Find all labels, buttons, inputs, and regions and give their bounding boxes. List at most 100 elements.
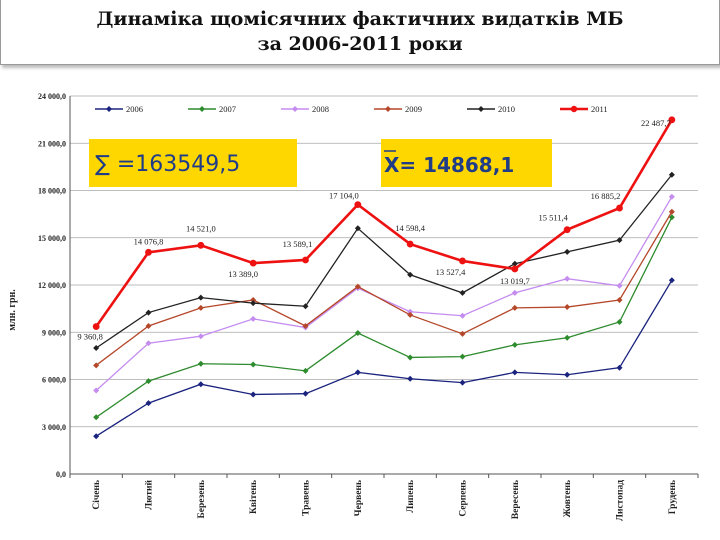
- legend: 2006 2007 2008 2009 2010 2011: [95, 104, 608, 114]
- point-2011: [249, 259, 257, 267]
- point-2008: [407, 308, 414, 315]
- point-2007: [145, 378, 152, 385]
- mean-annotation: X= 14868,1: [381, 139, 552, 187]
- data-label-2011: 13 527,4: [436, 267, 467, 277]
- legend-label-2011: 2011: [591, 104, 608, 114]
- point-2011: [302, 256, 309, 264]
- point-2010: [145, 309, 152, 316]
- point-2006: [668, 277, 675, 284]
- x-tick-label: Липень: [406, 480, 416, 513]
- point-2009: [302, 322, 309, 329]
- point-2011: [145, 248, 152, 256]
- point-2009: [459, 330, 466, 337]
- point-2011: [354, 201, 362, 209]
- mean-box: [381, 139, 552, 187]
- point-2009: [145, 322, 152, 329]
- data-labels: 9 360,8 14 076,8 14 521,0 13 389,0 13 589,1 1…: [77, 118, 670, 342]
- point-2011: [668, 116, 676, 124]
- point-2006: [302, 390, 309, 397]
- point-2009: [250, 296, 257, 303]
- legend-marker-2011: [570, 105, 578, 113]
- chart-title-line1: Динаміка щомісячних фактичних видатків М…: [96, 8, 624, 30]
- y-tick-label: 12 000,0: [38, 281, 66, 290]
- x-tick-label: Жовтень: [563, 480, 573, 517]
- legend-marker-2007: [199, 106, 205, 112]
- point-2011: [616, 204, 623, 212]
- point-2007: [511, 341, 518, 348]
- data-label-2011: 15 511,4: [538, 213, 568, 223]
- x-tick-label: Серпень: [459, 480, 469, 517]
- data-label-2011: 16 885,2: [591, 191, 621, 201]
- point-2009: [511, 304, 518, 311]
- point-2011: [563, 226, 571, 234]
- series-line-2007: [95, 216, 673, 418]
- point-2009: [407, 311, 414, 318]
- point-2010: [354, 225, 361, 232]
- point-2009: [564, 304, 571, 311]
- point-2008: [197, 333, 204, 340]
- point-2007: [250, 361, 257, 368]
- x-tick-label: Грудень: [668, 480, 678, 514]
- point-2006: [354, 369, 361, 376]
- gridlines: [70, 95, 698, 475]
- point-2010: [197, 294, 204, 301]
- point-2007: [354, 330, 361, 337]
- x-tick-label: Вересень: [511, 480, 521, 519]
- chart-title-line2: за 2006-2011 роки: [257, 33, 463, 55]
- legend-label-2009: 2009: [405, 104, 422, 114]
- point-2011: [92, 323, 100, 330]
- point-2008: [668, 193, 675, 200]
- title-box: Динаміка щомісячних фактичних видатків М…: [0, 0, 720, 65]
- x-tick-label: Травень: [302, 480, 312, 516]
- point-2007: [459, 353, 466, 360]
- point-2009: [197, 304, 204, 311]
- y-tick-label: 3 000,0: [42, 423, 66, 432]
- sum-annotation: ∑ =163549,5: [89, 139, 297, 187]
- point-2009: [354, 283, 361, 290]
- data-label-2011: 14 598,4: [395, 223, 426, 233]
- point-2007: [302, 367, 309, 374]
- sum-box: [89, 139, 297, 187]
- point-2009: [616, 296, 623, 303]
- point-2006: [616, 364, 623, 371]
- x-tick-label: Квітень: [248, 480, 259, 514]
- point-2007: [564, 334, 571, 341]
- series-line-2008: [95, 196, 673, 392]
- y-tick-label: 15 000,0: [38, 234, 66, 243]
- data-label-2011: 14 521,0: [186, 223, 216, 233]
- mean-text: X= 14868,1: [384, 153, 514, 177]
- point-2008: [459, 312, 466, 319]
- point-2010: [616, 237, 623, 244]
- series-line-2011: [95, 119, 673, 328]
- point-2010: [93, 345, 100, 351]
- point-2006: [93, 433, 100, 440]
- y-tick-label: 9 000,0: [42, 328, 66, 337]
- point-2011: [197, 241, 205, 249]
- legend-marker-2009: [385, 106, 391, 112]
- point-2008: [250, 315, 257, 322]
- point-2010: [668, 171, 675, 178]
- y-tick-label: 24 000,0: [38, 92, 66, 101]
- data-label-2011: 13 019,7: [500, 276, 530, 286]
- point-2008: [93, 387, 100, 394]
- data-label-2011: 22 487,7: [641, 118, 671, 128]
- x-tick-label: Червень: [354, 480, 364, 516]
- point-2010: [511, 260, 518, 267]
- axes: 0,0 3 000,0 6 000,0 9 000,0 12 000,0 15 000,0…: [38, 92, 699, 521]
- legend-label-2007: 2007: [219, 104, 236, 114]
- point-2006: [197, 381, 204, 388]
- point-2007: [93, 414, 100, 421]
- point-2006: [145, 400, 152, 407]
- legend-marker-2008: [292, 106, 298, 112]
- legend-marker-2006: [106, 106, 112, 112]
- data-label-2011: 14 076,8: [134, 236, 164, 246]
- point-2007: [407, 354, 414, 361]
- series-line-2006: [95, 279, 673, 437]
- point-2008: [511, 289, 518, 296]
- point-2011: [511, 265, 519, 273]
- point-2006: [407, 375, 414, 382]
- point-2007: [668, 214, 675, 221]
- x-tick-label: Листопад: [616, 480, 626, 521]
- point-2010: [407, 271, 414, 278]
- y-tick-label: 21 000,0: [38, 139, 66, 148]
